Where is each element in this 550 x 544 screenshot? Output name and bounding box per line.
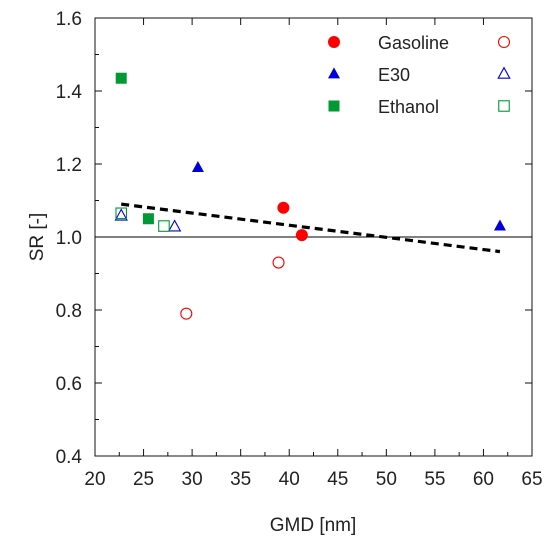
gasoline-open-point <box>272 256 285 269</box>
x-tick-label: 50 <box>376 469 397 490</box>
e30-filled-point <box>493 219 506 231</box>
trend-line <box>121 202 501 254</box>
gasoline-filled-point <box>295 229 308 242</box>
y-tick-label: 1.4 <box>56 82 83 103</box>
y-tick-label: 0.4 <box>56 447 83 468</box>
y-axis-title: SR [-] <box>27 213 48 262</box>
e30-filled-point <box>191 161 204 173</box>
legend-marker-e30-open <box>497 66 511 79</box>
y-tick-label: 1.0 <box>56 228 82 249</box>
x-tick-label: 30 <box>182 469 203 490</box>
axis-ticks: 20 25 30 35 40 45 50 55 60 65 0.4 0.6 0.8 1.0 1.2 1.4 1.… <box>56 9 543 490</box>
legend-marker-ethanol-open <box>498 100 510 112</box>
y-tick-label: 0.6 <box>56 374 82 395</box>
legend-marker-ethanol-filled <box>328 100 340 112</box>
x-tick-label: 45 <box>327 469 348 490</box>
ethanol-filled-point <box>115 72 127 84</box>
ethanol-filled-point <box>142 213 154 225</box>
x-tick-label: 35 <box>230 469 251 490</box>
x-tick-label: 65 <box>521 469 542 490</box>
x-tick-label: 55 <box>424 469 445 490</box>
x-tick-label: 40 <box>279 469 300 490</box>
gasoline-open-point <box>180 307 193 320</box>
x-tick-label: 60 <box>473 469 494 490</box>
legend-label-e30: E30 <box>378 65 410 85</box>
e30-open-point <box>114 208 128 221</box>
data-points <box>114 72 506 320</box>
gasoline-filled-point <box>277 201 290 214</box>
e30-open-point <box>167 219 182 232</box>
y-tick-label: 0.8 <box>56 301 82 322</box>
x-tick-label: 20 <box>84 469 105 490</box>
trend-line-group <box>121 202 501 254</box>
legend-marker-gasoline-open <box>497 35 511 49</box>
y-tick-label: 1.2 <box>56 155 82 176</box>
legend-marker-e30-filled <box>328 67 340 79</box>
ethanol-open-point <box>115 207 128 220</box>
x-tick-label: 25 <box>133 469 154 490</box>
ethanol-open-point <box>158 220 170 232</box>
legend-label-ethanol: Ethanol <box>378 97 439 117</box>
x-axis-title: GMD [nm] <box>270 515 357 536</box>
legend: Gasoline E30 Ethanol <box>328 33 511 117</box>
legend-marker-gasoline-filled <box>328 36 340 48</box>
legend-label-gasoline: Gasoline <box>378 33 449 53</box>
y-tick-label: 1.6 <box>56 9 82 30</box>
